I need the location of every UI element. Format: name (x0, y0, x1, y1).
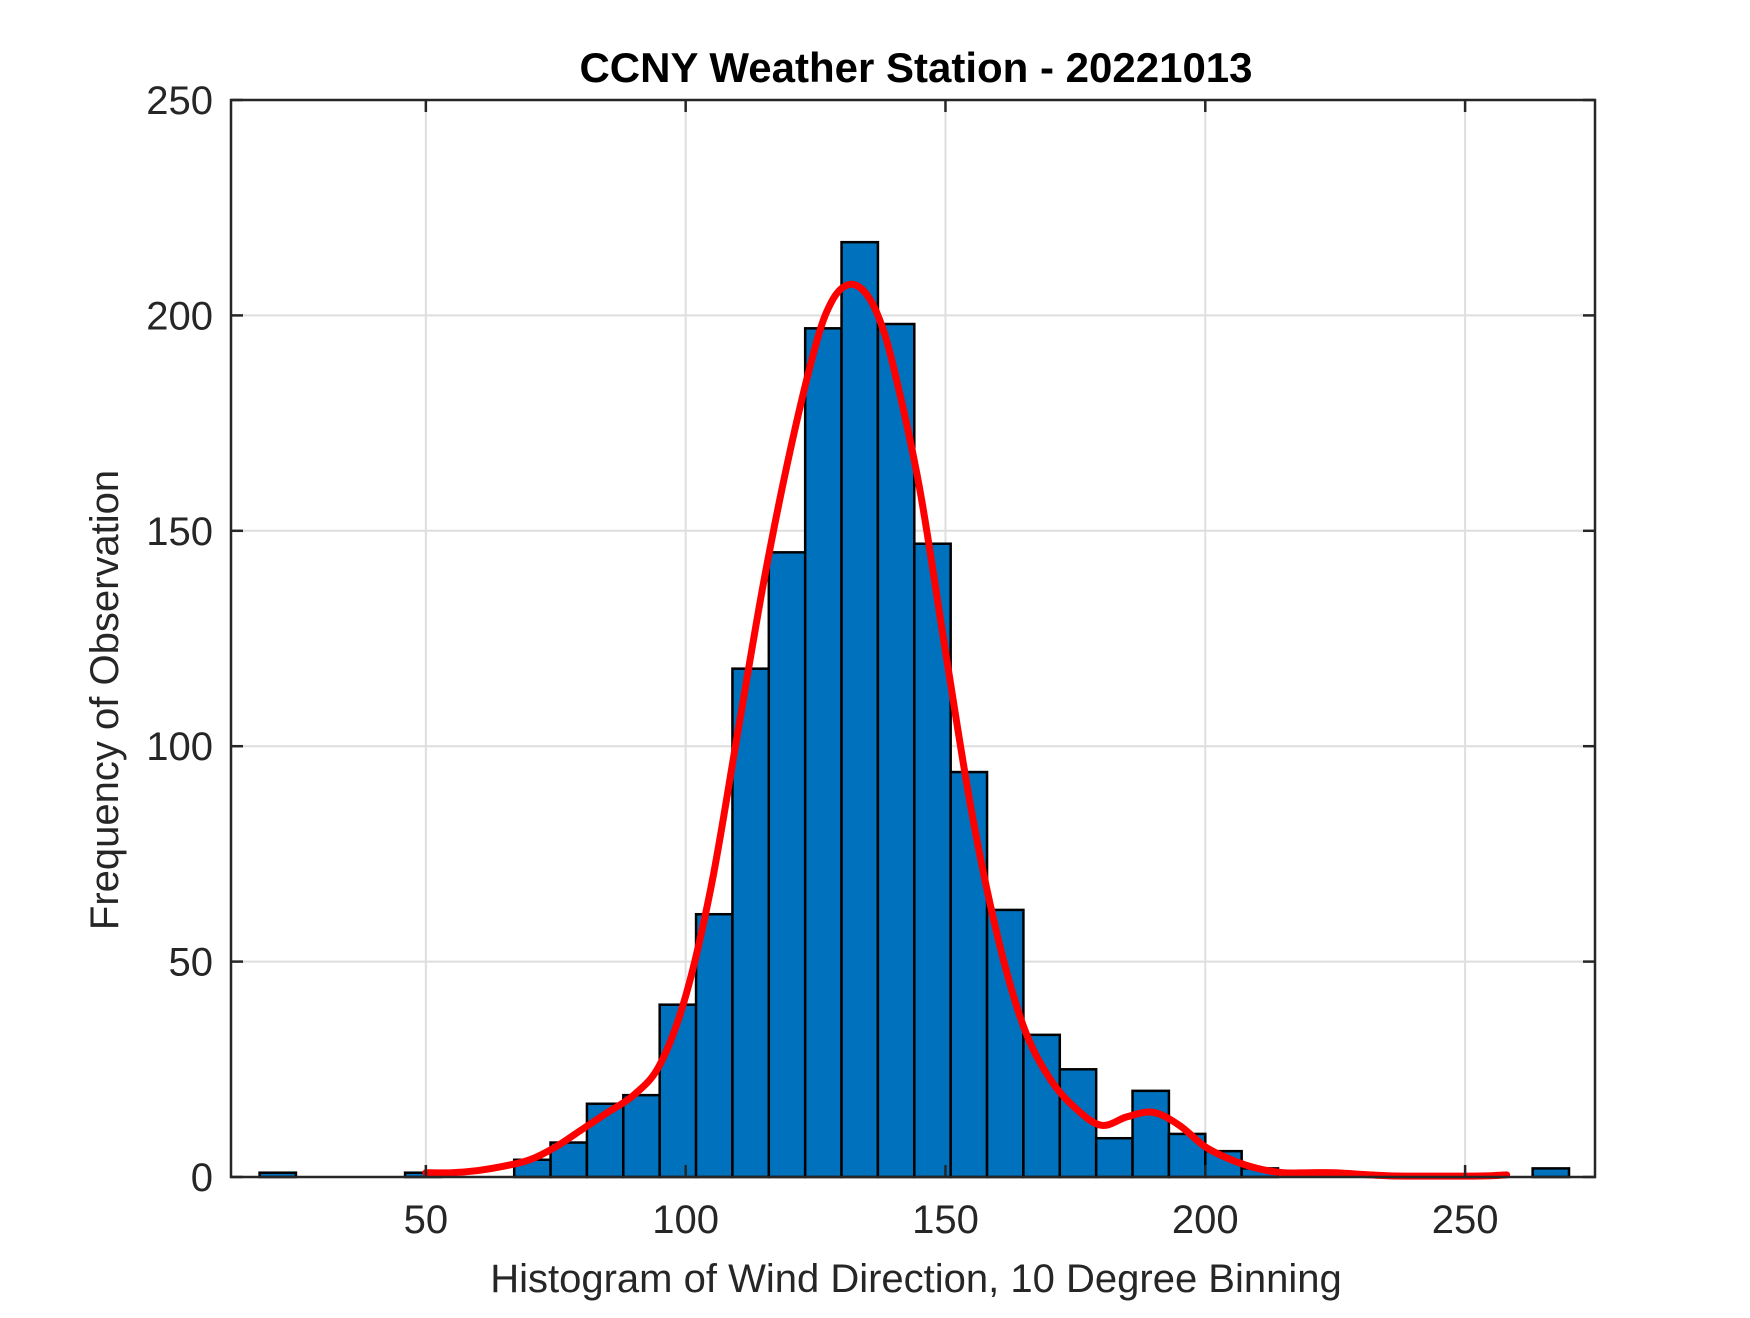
histogram-bar (731, 667, 771, 1179)
y-tick-label: 150 (146, 510, 213, 554)
fit-curve (422, 280, 1511, 1180)
histogram-bar (694, 912, 734, 1179)
histogram-bar (622, 1093, 661, 1179)
x-axis-label: Histogram of Wind Direction, 10 Degree B… (490, 1257, 1342, 1301)
histogram-bar (1094, 1136, 1134, 1179)
y-tick-label: 50 (169, 941, 214, 985)
x-tick-label: 200 (1172, 1198, 1239, 1242)
histogram-bar (803, 327, 843, 1179)
histogram-bar (985, 908, 1025, 1179)
plot-frame (229, 98, 1597, 1179)
histogram-bar (949, 770, 989, 1179)
histogram-bar (767, 551, 807, 1179)
y-axis-label: Frequency of Observation (83, 470, 127, 930)
histogram-bar (1531, 1167, 1571, 1179)
histogram-bar (1022, 1033, 1062, 1179)
histogram-bar (840, 240, 880, 1179)
histogram-bar (1131, 1089, 1171, 1179)
axis-ticks: 50 100 150 200 250 0 50 100 150 200 250 (146, 79, 1595, 1242)
y-tick-label: 0 (191, 1156, 213, 1200)
histogram-bars (258, 240, 1571, 1179)
y-tick-label: 200 (146, 294, 213, 338)
y-tick-label: 100 (146, 725, 213, 769)
y-tick-label: 250 (146, 79, 213, 123)
x-tick-label: 150 (912, 1198, 979, 1242)
histogram-bar (658, 1003, 698, 1179)
chart-title: CCNY Weather Station - 20221013 (579, 44, 1252, 91)
x-tick-label: 100 (652, 1198, 719, 1242)
x-tick-label: 250 (1432, 1198, 1499, 1242)
x-tick-label: 50 (404, 1198, 449, 1242)
histogram-bar (876, 322, 916, 1179)
